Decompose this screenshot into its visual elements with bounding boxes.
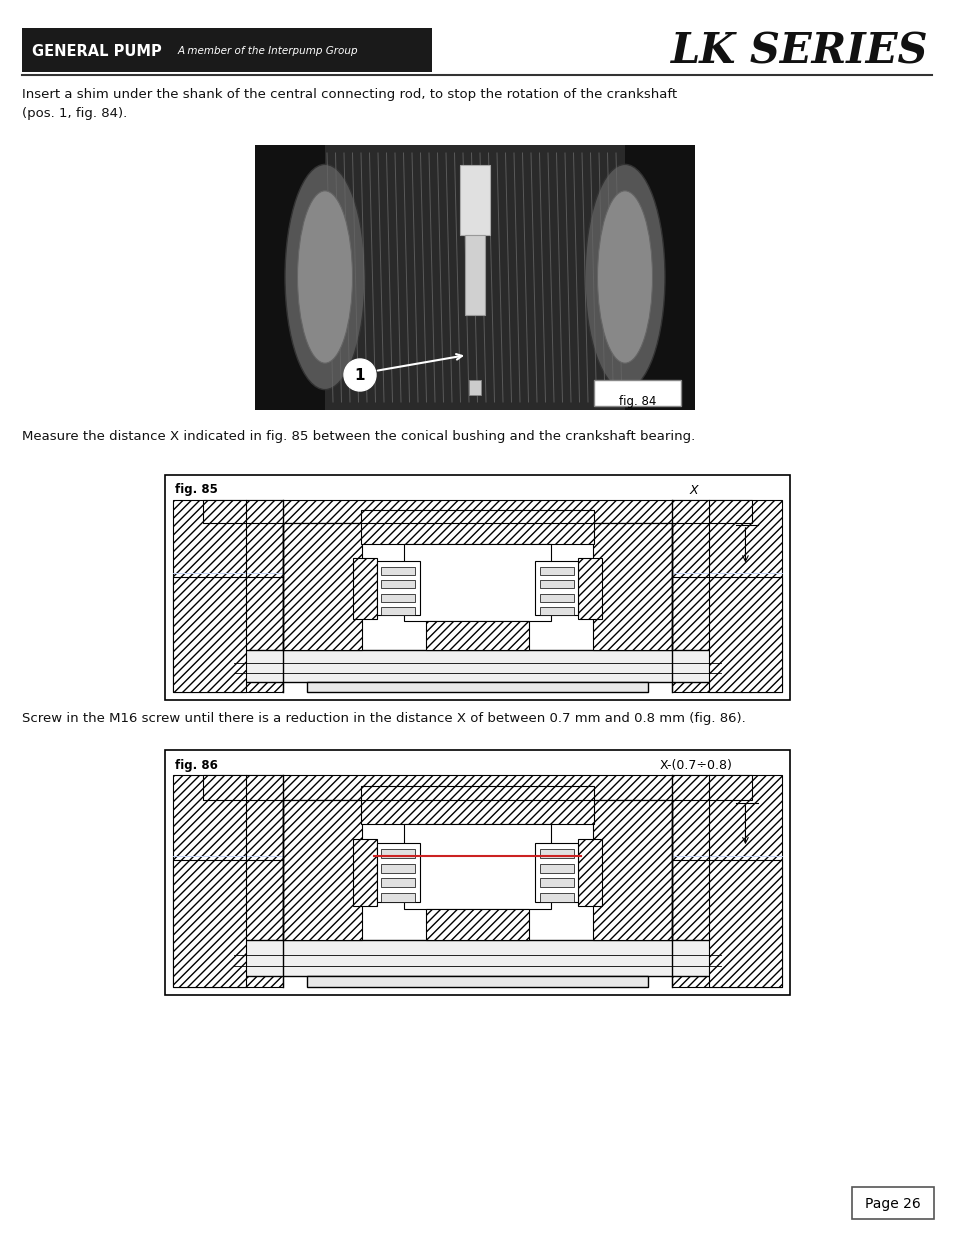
Bar [381,567,415,574]
Ellipse shape [285,164,365,389]
Text: Page 26: Page 26 [864,1197,920,1212]
Bar [578,839,601,906]
Text: fig. 84: fig. 84 [618,395,656,409]
Bar [708,577,781,692]
Bar [578,557,601,619]
Bar [539,878,573,888]
Bar [539,848,573,857]
Bar [221,650,733,683]
Bar [535,562,578,615]
Bar [165,750,789,995]
Bar [381,848,415,857]
Bar [672,500,781,692]
Bar [165,475,789,700]
Bar [376,842,419,903]
Bar [381,580,415,588]
Bar [360,785,594,824]
Bar [22,28,432,72]
Bar [511,557,535,619]
Bar [254,144,325,410]
Bar [254,144,695,410]
Text: GENERAL PUMP: GENERAL PUMP [32,43,162,58]
Bar [539,594,573,601]
Bar [419,557,443,619]
Text: fig. 85: fig. 85 [174,483,217,496]
Bar [511,839,535,906]
Bar [282,800,361,940]
Ellipse shape [584,164,664,389]
Bar [381,608,415,615]
Bar [593,524,672,650]
Bar [172,860,246,987]
Bar [381,594,415,601]
Bar [376,562,419,615]
Bar [282,524,672,650]
Bar [325,144,624,410]
Bar [535,842,578,903]
Text: 1: 1 [355,368,365,383]
Bar [672,776,781,987]
Bar [282,800,672,940]
Bar [221,940,733,977]
Bar [426,909,528,940]
Bar [203,500,751,524]
Text: Measure the distance X indicated in fig. 85 between the conical bushing and the : Measure the distance X indicated in fig.… [22,430,695,443]
Bar [172,577,246,692]
Bar [593,800,672,940]
Text: X: X [689,483,698,496]
Bar [469,380,480,395]
Bar [459,165,490,235]
Bar [419,839,443,906]
Text: LK SERIES: LK SERIES [671,30,928,72]
Bar [307,683,647,692]
Text: Screw in the M16 screw until there is a reduction in the distance X of between 0: Screw in the M16 screw until there is a … [22,713,745,725]
Bar [353,557,376,619]
Text: fig. 86: fig. 86 [174,758,217,772]
Ellipse shape [297,191,352,363]
Text: X-(0.7÷0.8): X-(0.7÷0.8) [659,758,732,772]
Bar [307,977,647,987]
Bar [404,824,550,909]
Text: Insert a shim under the shank of the central connecting rod, to stop the rotatio: Insert a shim under the shank of the cen… [22,88,677,120]
Bar [360,510,594,545]
FancyBboxPatch shape [594,380,680,406]
Bar [539,580,573,588]
Bar [539,608,573,615]
Ellipse shape [597,191,652,363]
Bar [624,144,695,410]
Bar [539,893,573,903]
Circle shape [344,359,375,391]
Bar [464,235,484,315]
Bar [381,893,415,903]
Bar [404,545,550,621]
Bar [381,878,415,888]
FancyBboxPatch shape [851,1187,933,1219]
Bar [381,863,415,872]
Text: A member of the Interpump Group: A member of the Interpump Group [178,46,358,56]
Bar [282,524,361,650]
Bar [353,839,376,906]
Bar [539,567,573,574]
Bar [172,500,282,692]
Bar [539,863,573,872]
Bar [708,860,781,987]
Bar [426,621,528,650]
Bar [172,776,282,987]
Bar [203,776,751,800]
